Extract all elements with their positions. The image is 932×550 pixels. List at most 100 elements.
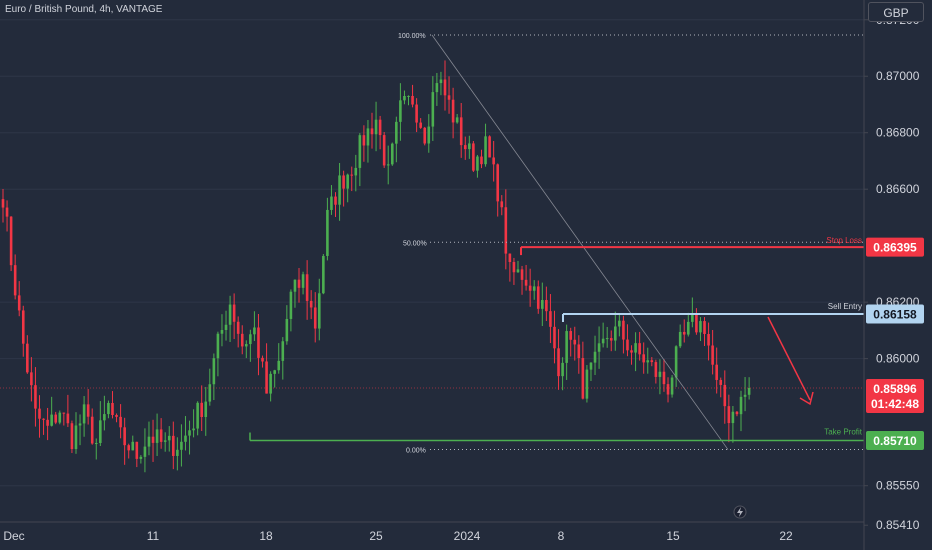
candle-body: [459, 117, 463, 146]
currency-label: GBP: [883, 6, 909, 20]
candle-body: [715, 364, 718, 380]
candle-body: [342, 175, 345, 189]
candle-body: [350, 174, 354, 176]
candle-body: [577, 344, 581, 359]
candle-body: [670, 377, 674, 395]
candle-body: [317, 293, 321, 329]
candle-body: [245, 344, 248, 347]
candle-body: [496, 164, 500, 202]
candle-body: [374, 119, 378, 135]
candle-body: [293, 279, 297, 292]
candle-body: [180, 441, 183, 450]
candle-body: [236, 321, 240, 334]
candle-body: [34, 385, 37, 409]
candle-body: [58, 412, 62, 423]
candle-body: [9, 216, 13, 266]
candle-body: [415, 104, 418, 123]
x-axis: Dec 11 18 25 2024 8 15 22: [0, 521, 864, 550]
candle-body: [26, 343, 29, 373]
candle-body: [735, 411, 739, 415]
candle-body: [593, 351, 597, 363]
candle-body: [565, 331, 568, 363]
candle-body: [634, 343, 637, 353]
candle-body: [176, 449, 179, 456]
candle-body: [472, 143, 475, 171]
candle-body: [488, 136, 491, 158]
candle-body: [21, 310, 25, 344]
candle-body: [151, 436, 155, 443]
candle-body: [476, 156, 479, 171]
candle-body: [196, 402, 199, 429]
candle-body: [330, 196, 333, 210]
candle-body: [139, 456, 143, 459]
lightning-icon: [737, 507, 743, 517]
candle-body: [257, 327, 260, 358]
candle-body: [382, 135, 386, 166]
candle-body: [536, 286, 540, 309]
candle-body: [532, 286, 536, 291]
candle-body: [99, 420, 102, 444]
candle-body: [545, 300, 548, 312]
candle-body: [516, 269, 520, 273]
candle-body: [289, 291, 293, 319]
candles: [1, 60, 751, 473]
y-tick-label: 0.87000: [876, 69, 920, 83]
candle-body: [719, 379, 723, 385]
stop-loss-tag-bg: [866, 237, 924, 257]
candle-body: [54, 414, 58, 423]
candle-body: [703, 321, 706, 335]
candle-body: [212, 358, 216, 385]
candle-body: [119, 416, 122, 428]
candle-body: [528, 285, 532, 291]
candle-body: [46, 419, 49, 426]
candle-body: [301, 274, 305, 288]
candle-body: [614, 326, 617, 341]
candle-body: [403, 96, 406, 101]
candle-body: [743, 394, 747, 397]
candle-body: [38, 408, 41, 419]
candle-body: [678, 331, 682, 347]
y-tick-label: 0.86000: [876, 352, 920, 366]
candle-body: [609, 338, 613, 341]
candle-body: [451, 99, 455, 123]
candle-body: [463, 145, 467, 150]
candle-body: [253, 327, 256, 335]
candle-body: [520, 269, 524, 280]
candle-body: [573, 339, 577, 345]
x-tick-label: 11: [147, 529, 160, 543]
candle-body: [618, 320, 621, 327]
candle-body: [581, 358, 585, 399]
candle-body: [228, 304, 232, 325]
candle-body: [354, 167, 358, 176]
candle-body: [70, 423, 74, 450]
candle-body: [362, 135, 366, 146]
candle-body: [322, 255, 325, 294]
candle-body: [411, 95, 414, 105]
fib-label: 50.00%: [403, 240, 427, 247]
candle-body: [666, 384, 670, 395]
candle-body: [269, 373, 272, 394]
candle-body: [188, 430, 191, 436]
candle-body: [281, 341, 285, 361]
candle-body: [13, 265, 17, 296]
stop-loss-label: Stop Loss: [826, 236, 862, 245]
y-tick-label: 0.85410: [876, 518, 920, 532]
candle-body: [297, 279, 301, 288]
candle-body: [277, 360, 281, 371]
candle-body: [747, 387, 751, 395]
candle-body: [115, 415, 118, 417]
candle-body: [390, 143, 394, 165]
x-tick-label: 2024: [454, 529, 481, 543]
candle-body: [731, 411, 735, 424]
candle-body: [78, 423, 82, 426]
sell-entry-tag-text: 0.86158: [873, 308, 917, 322]
currency-button[interactable]: GBP: [868, 2, 924, 22]
arrow-head: [799, 391, 814, 406]
candle-body: [62, 412, 66, 414]
current-price-tag-text: 01:42:48: [871, 397, 919, 411]
candle-body: [626, 339, 629, 351]
